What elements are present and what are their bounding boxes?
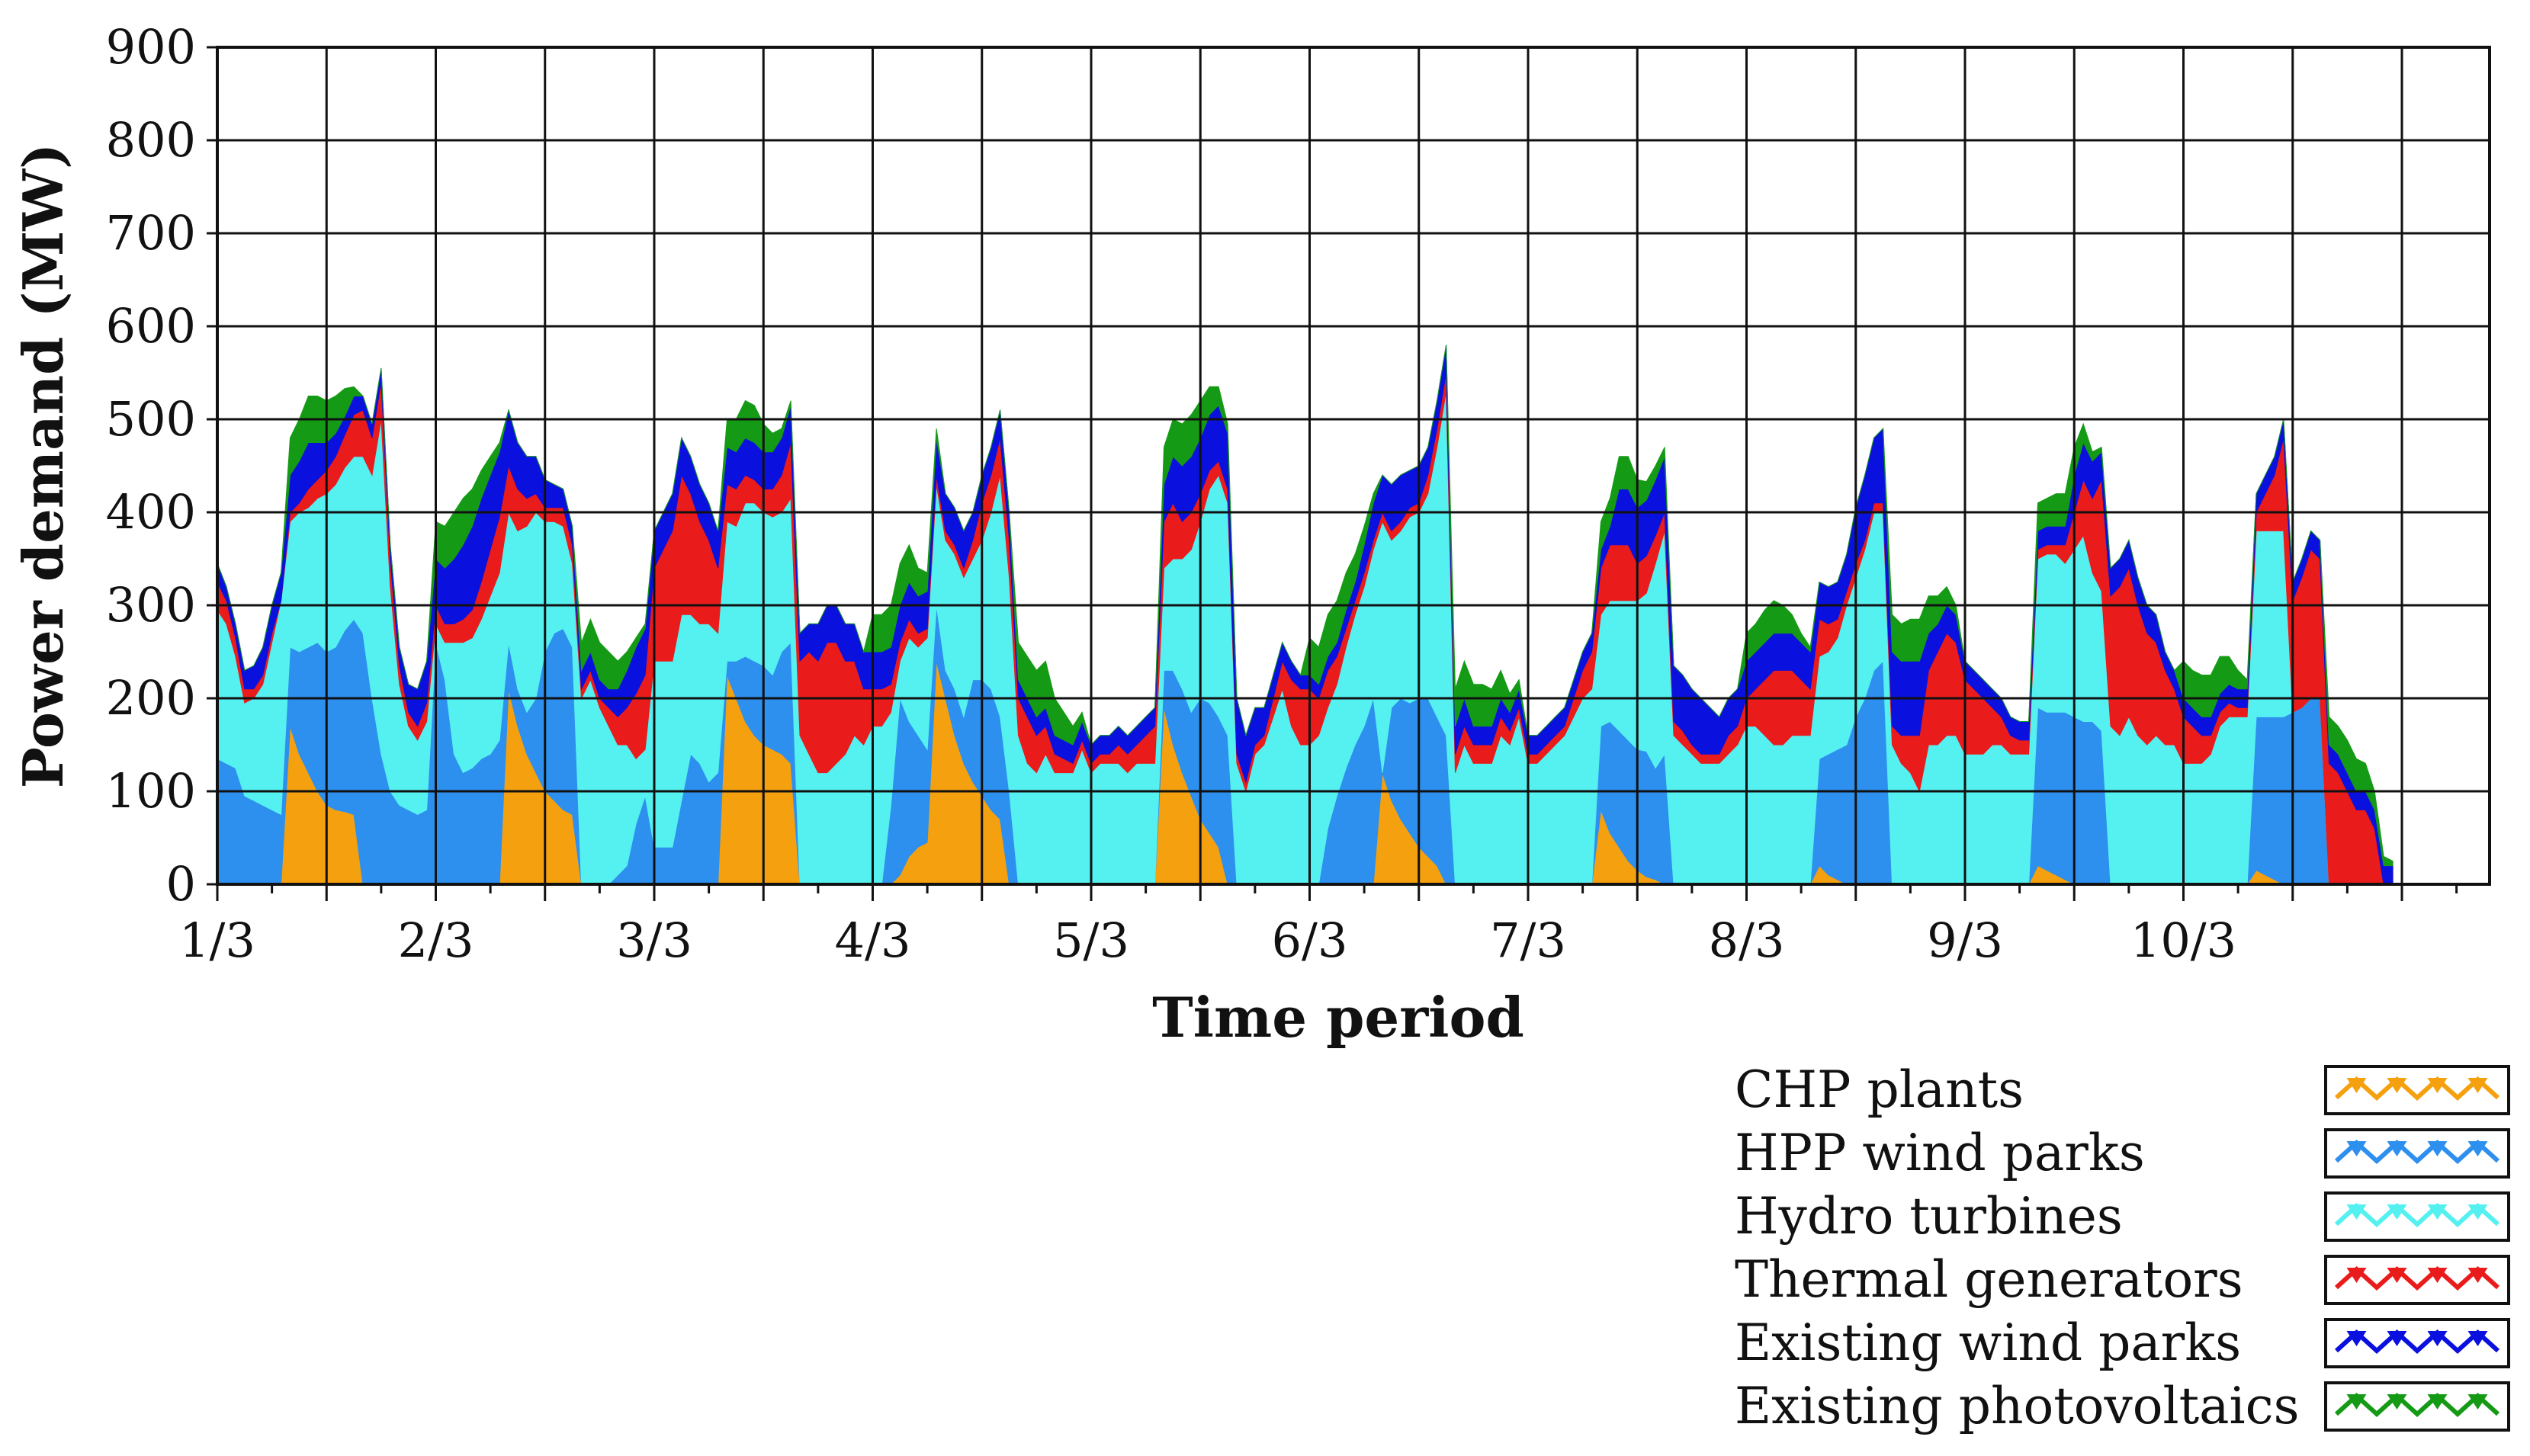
x-axis: 1/3 2/3 3/3 4/3 5/3 6/3 7/3 8/3 9/3 10/3 [179,884,2458,968]
y-tick-label: 500 [106,391,196,447]
x-tick-label: 1/3 [179,912,255,968]
x-tick-label: 5/3 [1053,912,1129,968]
legend-swatch-thermal-generators [2324,1255,2510,1305]
y-tick-label: 0 [166,856,196,912]
y-tick-label: 600 [106,298,196,354]
legend-label-hpp-wind-parks: HPP wind parks [1735,1124,2145,1182]
y-tick-label: 900 [106,19,196,75]
y-tick-label: 800 [106,112,196,168]
legend-label-thermal-generators: Thermal generators [1735,1250,2243,1309]
x-tick-label: 9/3 [1927,912,2003,968]
y-tick-label: 300 [106,577,196,633]
y-axis: 0 100 200 300 400 500 600 700 800 900 [106,19,217,912]
y-tick-label: 100 [106,763,196,819]
legend-swatch-existing-wind-parks [2324,1318,2510,1368]
x-axis-title: Time period [1152,985,1524,1050]
x-tick-label: 3/3 [616,912,692,968]
y-tick-label: 400 [106,484,196,540]
legend-swatch-chp-plants [2324,1065,2510,1115]
legend-swatch-hydro-turbines [2324,1191,2510,1242]
plot-frame [216,46,2491,886]
x-tick-label: 2/3 [398,912,474,968]
y-tick-label: 700 [106,205,196,261]
area-existing-photovoltaics [217,345,2394,867]
legend-label-existing-photovoltaics: Existing photovoltaics [1735,1377,2299,1435]
x-tick-label: 10/3 [2130,912,2236,968]
x-tick-label: 6/3 [1272,912,1348,968]
legend-label-hydro-turbines: Hydro turbines [1735,1187,2123,1246]
y-axis-title: Power demand (MW) [11,143,75,788]
x-tick-label: 7/3 [1490,912,1566,968]
legend-label-existing-wind-parks: Existing wind parks [1735,1313,2241,1372]
x-tick-label: 8/3 [1709,912,1785,968]
x-tick-label: 4/3 [835,912,911,968]
y-tick-label: 200 [106,670,196,726]
legend-swatch-hpp-wind-parks [2324,1128,2510,1179]
legend-swatch-existing-photovoltaics [2324,1381,2510,1432]
legend-label-chp-plants: CHP plants [1735,1060,2024,1119]
